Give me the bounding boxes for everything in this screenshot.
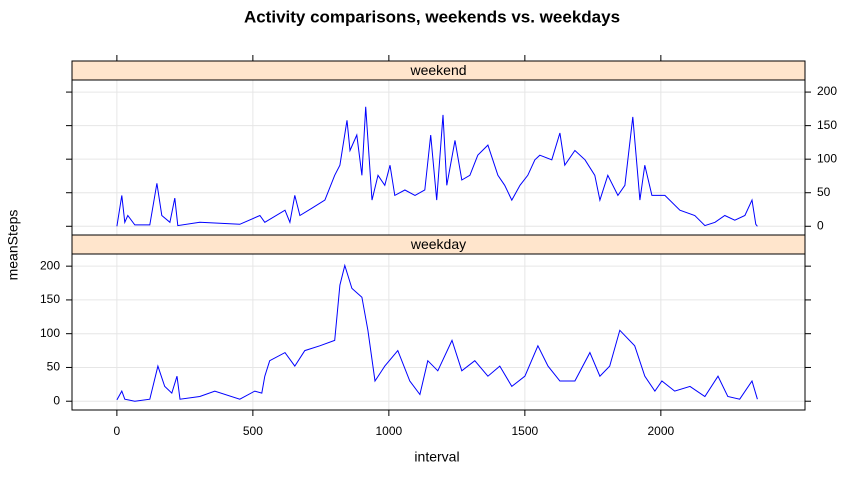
x-tick-label: 500 <box>243 424 263 438</box>
y-tick-label: 100 <box>40 326 60 340</box>
y-tick-label: 200 <box>817 84 837 98</box>
chart-title: Activity comparisons, weekends vs. weekd… <box>244 7 620 26</box>
y-tick-label: 200 <box>40 258 60 272</box>
x-tick-label: 2000 <box>647 424 674 438</box>
strip-label: weekend <box>409 62 466 78</box>
y-tick-label: 0 <box>53 393 60 407</box>
y-axis-label: meanSteps <box>5 210 21 281</box>
x-axis-label: interval <box>414 449 459 465</box>
x-tick-label: 0 <box>114 424 121 438</box>
x-tick-label: 1000 <box>376 424 403 438</box>
strip-label: weekday <box>410 236 466 252</box>
y-tick-label: 50 <box>47 360 61 374</box>
y-tick-label: 50 <box>817 185 831 199</box>
data-line <box>116 106 758 227</box>
x-tick-label: 1500 <box>512 424 539 438</box>
panel-border <box>71 79 806 236</box>
y-tick-label: 100 <box>817 151 837 165</box>
panel-border <box>71 253 806 411</box>
data-line <box>116 263 758 402</box>
y-tick-label: 0 <box>817 218 824 232</box>
y-tick-label: 150 <box>817 118 837 132</box>
y-tick-label: 150 <box>40 292 60 306</box>
